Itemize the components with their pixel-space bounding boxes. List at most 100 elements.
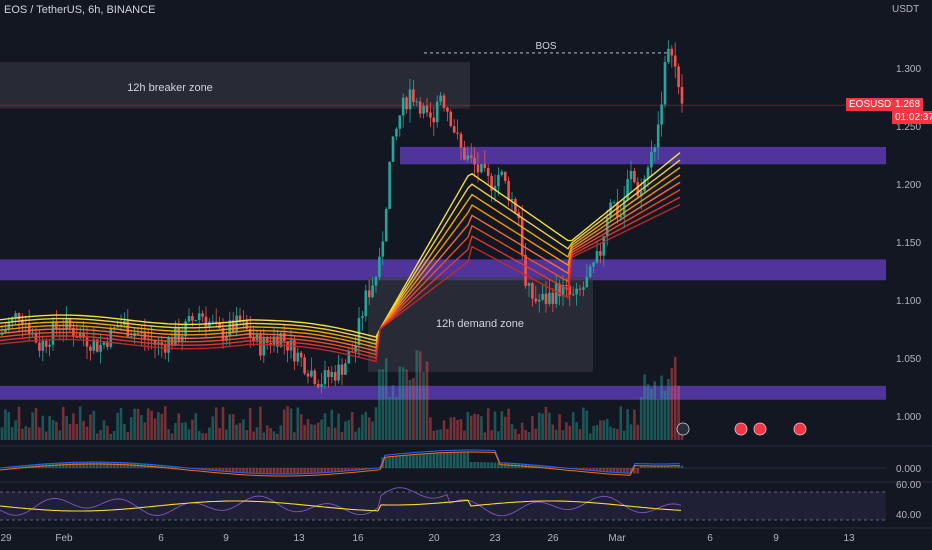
x-tick-label: 13	[843, 533, 855, 544]
ema-ribbon-line	[0, 203, 681, 363]
macd-hist-bar	[395, 456, 398, 468]
volume-bar	[112, 430, 116, 440]
candle-body	[180, 336, 184, 343]
volume-bar	[157, 412, 160, 440]
volume-bar	[571, 412, 575, 440]
candle-body	[231, 320, 235, 332]
candle-body	[568, 285, 572, 295]
candle-body	[333, 371, 337, 381]
volume-bar	[116, 412, 119, 440]
volume-bar	[208, 427, 211, 440]
candle-body	[663, 62, 667, 105]
macd-hist-bar	[588, 468, 592, 471]
macd-hist-bar	[480, 462, 483, 468]
volume-bar	[507, 408, 510, 440]
volume-bar	[527, 432, 531, 440]
macd-hist-bar	[633, 468, 636, 474]
candle-body	[636, 182, 640, 197]
macd-hist-bar	[208, 468, 211, 471]
macd-hist-bar	[109, 462, 113, 468]
volume-bar	[180, 422, 184, 440]
candle-body	[361, 316, 364, 319]
volume-bar	[480, 416, 483, 440]
volume-bar	[313, 424, 317, 440]
candle-body	[483, 164, 487, 169]
macd-hist-bar	[272, 468, 276, 474]
volume-bar	[174, 423, 177, 440]
volume-bar	[143, 422, 147, 440]
volume-bar	[534, 428, 538, 440]
volume-bar	[531, 416, 534, 440]
macd-hist-bar	[163, 465, 167, 468]
volume-bar	[381, 369, 385, 440]
candle-body	[102, 341, 106, 345]
volume-bar	[439, 429, 442, 440]
macd-hist-bar	[582, 468, 585, 470]
x-tick-label: 13	[293, 533, 305, 544]
event-marker-icon	[793, 422, 807, 436]
volume-bar	[316, 422, 320, 440]
volume-bar	[476, 414, 480, 440]
macd-hist-bar	[599, 468, 602, 472]
y-tick-label: 1.200	[896, 180, 921, 191]
macd-hist-bar	[289, 468, 293, 474]
candle-body	[201, 313, 204, 317]
candle-body	[541, 293, 544, 300]
rsi-tick-label: 40.00	[896, 510, 921, 521]
ema-ribbon-line	[0, 152, 681, 338]
volume-bar	[265, 425, 269, 440]
candle-body	[500, 171, 504, 175]
candle-body	[265, 337, 269, 344]
volume-bar	[61, 406, 65, 440]
x-tick-label: 29	[0, 533, 12, 544]
candle-body	[21, 319, 24, 324]
candle-body	[503, 171, 507, 181]
candle-body	[680, 87, 684, 104]
candle-body	[446, 107, 449, 112]
volume-bar	[276, 433, 279, 440]
volume-bar	[361, 414, 364, 440]
macd-hist-bar	[313, 468, 317, 474]
volume-bar	[299, 414, 303, 440]
macd-hist-bar	[296, 468, 300, 474]
volume-bar	[163, 406, 167, 440]
volume-bar	[286, 406, 289, 440]
candle-body	[10, 317, 14, 323]
macd-hist-bar	[235, 468, 238, 473]
macd-hist-bar	[408, 454, 412, 468]
macd-hist-bar	[245, 468, 249, 473]
volume-bar	[517, 433, 521, 440]
volume-bar	[95, 433, 99, 440]
candle-body	[367, 290, 371, 298]
macd-hist-bar	[449, 452, 453, 468]
candle-body	[677, 66, 680, 88]
event-marker-icon	[734, 422, 748, 436]
volume-bar	[490, 430, 493, 440]
candle-body	[619, 215, 623, 218]
volume-bar	[357, 427, 361, 440]
volume-bar	[303, 424, 306, 440]
ema-ribbon-line	[0, 174, 681, 349]
volume-bar	[187, 429, 191, 440]
candle-body	[299, 352, 303, 358]
volume-bar	[58, 430, 62, 440]
ema-ribbon-line	[0, 189, 681, 356]
volume-bar	[391, 385, 395, 440]
low-zone-purple	[0, 385, 886, 400]
volume-bar	[463, 430, 466, 440]
macd-hist-bar	[435, 452, 439, 468]
macd-hist-bar	[344, 468, 347, 472]
macd-hist-bar	[242, 468, 245, 473]
volume-bar	[554, 429, 558, 440]
volume-bar	[194, 413, 198, 440]
candle-body	[48, 344, 51, 347]
macd-hist-bar	[337, 468, 340, 472]
candle-body	[296, 352, 300, 362]
volume-bar	[102, 420, 106, 440]
y-tick-label: 1.150	[896, 238, 921, 249]
candle-body	[412, 89, 415, 102]
candle-body	[544, 293, 548, 304]
candle-body	[660, 104, 663, 125]
chart-title: EOS / TetherUS, 6h, BINANCE	[4, 4, 156, 16]
